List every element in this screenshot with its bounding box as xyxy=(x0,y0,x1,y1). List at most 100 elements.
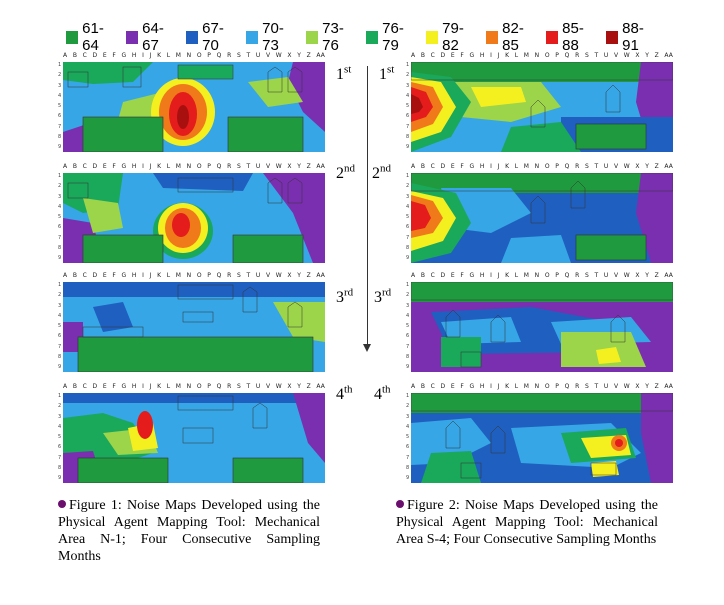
column-label: W xyxy=(623,163,630,170)
column-label: A xyxy=(63,272,68,279)
row-label: 6 xyxy=(406,113,410,120)
column-label: M xyxy=(523,383,529,390)
column-label: F xyxy=(460,383,464,390)
row-label: 7 xyxy=(406,234,410,241)
column-label: O xyxy=(544,52,550,59)
legend-label: 67-70 xyxy=(202,20,224,54)
legend-swatch xyxy=(186,30,199,44)
column-label: I xyxy=(142,163,144,170)
column-label: U xyxy=(603,272,609,279)
column-label: P xyxy=(207,163,211,170)
column-label: F xyxy=(460,52,464,59)
row-label: 6 xyxy=(406,444,410,451)
legend-item: 61-64 xyxy=(66,20,118,54)
row-label: 6 xyxy=(406,224,410,231)
column-label: D xyxy=(92,52,98,59)
bullet-icon xyxy=(58,500,66,508)
row-label: 3 xyxy=(58,82,62,89)
column-label: G xyxy=(469,52,475,59)
column-labels-n1-4: A B C D E F G H I J K L M N O P Q R S T U V W X Y Z AA xyxy=(63,383,325,393)
row-label: 8 xyxy=(406,244,410,251)
month-label-3-right: 3rd xyxy=(374,286,392,306)
column-label: L xyxy=(514,52,519,59)
column-label: AA xyxy=(316,52,325,59)
column-label: B xyxy=(72,383,77,390)
row-label: 2 xyxy=(58,292,62,299)
row-label: 3 xyxy=(406,302,410,309)
row-label: 5 xyxy=(406,323,410,329)
column-label: L xyxy=(166,383,171,390)
column-labels-n1-1: A B C D E F G H I J K L M N O P Q R S T U V W X Y Z AA xyxy=(63,52,325,62)
column-label: G xyxy=(121,383,127,390)
column-label: N xyxy=(186,163,192,170)
column-label: I xyxy=(490,383,492,390)
legend-swatch xyxy=(366,30,379,44)
legend-swatch xyxy=(546,30,559,44)
column-label: Z xyxy=(654,52,659,59)
column-label: H xyxy=(479,383,485,390)
column-label: W xyxy=(275,272,282,279)
row-label: 8 xyxy=(58,133,62,140)
column-label: C xyxy=(430,272,435,279)
column-label: U xyxy=(603,383,609,390)
legend-label: 79-82 xyxy=(442,20,464,54)
legend-item: 64-67 xyxy=(126,20,178,54)
column-label: U xyxy=(255,163,261,170)
column-labels-s4-1: A B C D E F G H I J K L M N O P Q R S T U V W X Y Z AA xyxy=(411,52,673,62)
legend-label: 64-67 xyxy=(142,20,164,54)
column-label: D xyxy=(440,272,446,279)
column-label: K xyxy=(505,272,510,279)
row-labels-s4-4: 1 2 3 4 5 6 7 8 9 xyxy=(406,393,412,481)
column-label: R xyxy=(227,272,232,279)
column-label: L xyxy=(514,272,519,279)
legend-label: 73-76 xyxy=(322,20,344,54)
column-label: T xyxy=(594,383,599,390)
row-label: 2 xyxy=(58,403,62,410)
row-label: 9 xyxy=(406,144,410,150)
column-label: Z xyxy=(654,272,659,279)
column-label: U xyxy=(603,163,609,170)
column-label: O xyxy=(544,383,550,390)
column-label: Y xyxy=(297,383,301,390)
column-label: J xyxy=(497,52,500,59)
row-label: 4 xyxy=(406,203,410,210)
column-label: L xyxy=(166,163,171,170)
column-label: G xyxy=(469,272,475,279)
column-label: L xyxy=(514,383,519,390)
row-label: 2 xyxy=(406,72,410,79)
column-label: V xyxy=(613,272,619,279)
row-labels-n1-3: 1 2 3 4 5 6 7 8 9 xyxy=(58,282,64,370)
column-label: S xyxy=(236,52,241,59)
column-label: W xyxy=(623,52,630,59)
column-label: T xyxy=(594,163,599,170)
column-label: N xyxy=(186,52,192,59)
column-label: K xyxy=(157,52,162,59)
noise-map-n1-month4 xyxy=(63,393,325,483)
column-label: R xyxy=(575,163,580,170)
column-label: V xyxy=(613,52,619,59)
column-label: G xyxy=(469,163,475,170)
row-label: 4 xyxy=(406,312,410,319)
column-label: K xyxy=(505,383,510,390)
row-label: 1 xyxy=(58,62,62,68)
column-label: Q xyxy=(216,383,222,390)
legend-item: 70-73 xyxy=(246,20,298,54)
row-labels-s4-2: 1 2 3 4 5 6 7 8 9 xyxy=(406,173,412,261)
legend-item: 73-76 xyxy=(306,20,358,54)
timeline-arrow-line xyxy=(367,66,368,348)
column-label: Q xyxy=(216,272,222,279)
column-label: P xyxy=(555,163,559,170)
column-labels-n1-3: A B C D E F G H I J K L M N O P Q R S T U V W X Y Z AA xyxy=(63,272,325,282)
column-label: X xyxy=(635,272,640,279)
legend-swatch xyxy=(246,30,259,44)
row-label: 8 xyxy=(58,244,62,251)
column-labels-n1-2: A B C D E F G H I J K L M N O P Q R S T U V W X Y Z AA xyxy=(63,163,325,173)
column-label: D xyxy=(440,163,446,170)
column-label: H xyxy=(131,383,137,390)
column-label: F xyxy=(460,163,464,170)
column-label: J xyxy=(497,272,500,279)
column-labels-s4-2: A B C D E F G H I J K L M N O P Q R S T U V W X Y Z AA xyxy=(411,163,673,173)
row-label: 8 xyxy=(58,353,62,360)
column-label: O xyxy=(196,52,202,59)
column-label: G xyxy=(121,272,127,279)
